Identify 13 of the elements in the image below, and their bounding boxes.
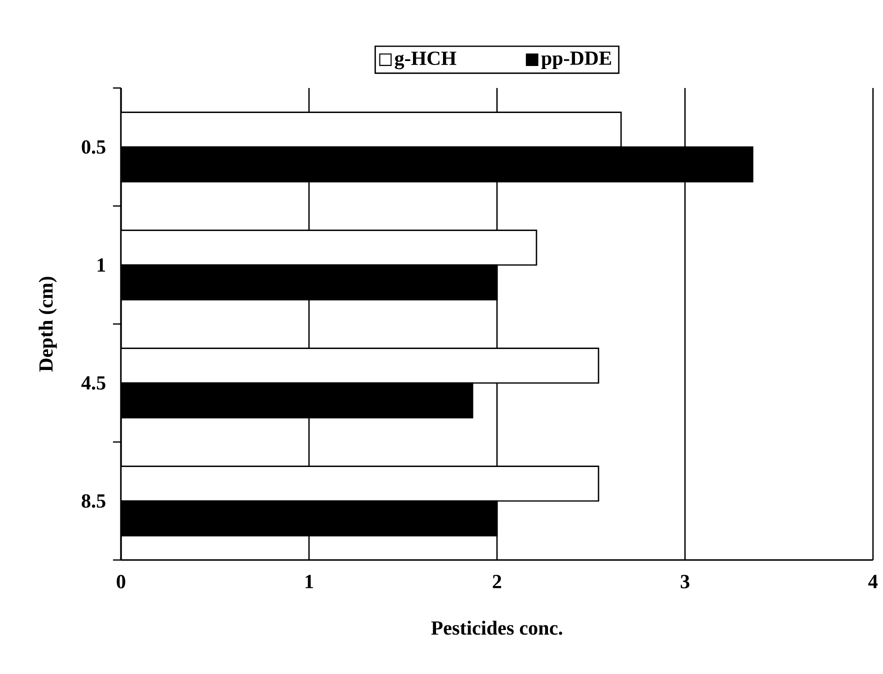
y-axis-title: Depth (cm) (38, 276, 57, 372)
y-tick-label: 1 (98, 258, 106, 272)
y-tick-label: 0.5 (82, 140, 106, 154)
y-tick-label: 4.5 (81, 376, 106, 390)
x-tick-label: 0 (116, 574, 126, 588)
legend-label: pp-DDE (541, 52, 612, 70)
x-tick-label: 2 (492, 574, 502, 588)
x-tick-label: 4 (868, 574, 878, 588)
y-tick-label: 8.5 (82, 494, 106, 508)
x-tick-label: 1 (306, 574, 313, 588)
x-axis-title: Pesticides conc. (431, 620, 562, 635)
legend-label: g-HCH (394, 52, 456, 70)
x-tick-label: 3 (680, 574, 690, 588)
